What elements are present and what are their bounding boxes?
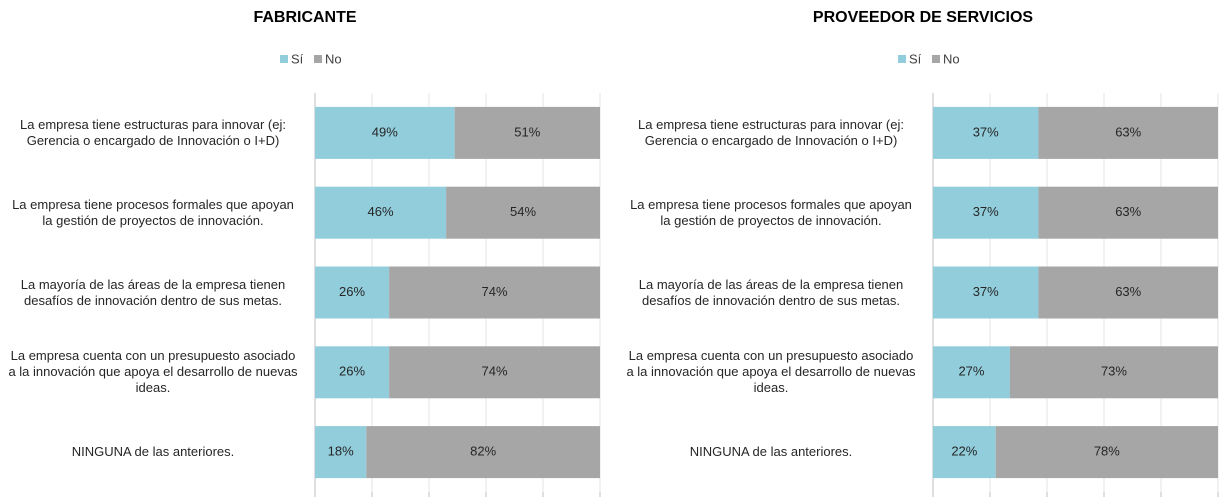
bar-segment [366,426,600,479]
chart-title: FABRICANTE [253,9,356,26]
category-label: La mayoría de las áreas de la empresa ti… [638,276,904,308]
bar-segment [446,186,600,239]
value-label: 63% [1115,284,1141,299]
value-label: 46% [368,204,394,219]
bar-segment [933,426,996,479]
value-label: 82% [470,444,496,459]
value-label: 63% [1115,124,1141,139]
bar-segment [389,266,600,319]
legend-swatch [898,55,906,63]
category-label: NINGUNA de las anteriores. [689,444,853,460]
value-label: 63% [1115,204,1141,219]
bar-segment [315,106,455,159]
value-label: 37% [973,204,999,219]
value-label: 27% [958,364,984,379]
bar-segment [315,266,390,319]
value-label: 54% [510,204,536,219]
category-label: La empresa tiene procesos formales que a… [630,196,912,228]
value-label: 37% [973,284,999,299]
bar-segment [389,346,600,399]
legend-label: No [325,51,342,66]
value-label: 26% [339,364,365,379]
legend-label: No [943,51,960,66]
category-label: La empresa cuenta con un presupuesto aso… [8,348,298,396]
category-label: NINGUNA de las anteriores. [71,444,235,460]
value-label: 37% [973,124,999,139]
bar-segment [995,426,1218,479]
bar-segment [315,426,367,479]
value-label: 74% [482,284,508,299]
legend-label: Sí [291,51,304,66]
bar-segment [933,106,1039,159]
bar-segment [1038,266,1218,319]
bar-segment [1038,186,1218,239]
category-label: La empresa cuenta con un presupuesto aso… [626,348,916,396]
value-label: 26% [339,284,365,299]
legend-swatch [314,55,322,63]
value-label: 51% [514,124,540,139]
bar-segment [315,186,447,239]
category-label: La empresa tiene procesos formales que a… [12,196,294,228]
value-label: 49% [372,124,398,139]
legend-swatch [280,55,288,63]
value-label: 18% [328,444,354,459]
category-label: La empresa tiene estructuras para innova… [638,116,904,148]
bar-segment [933,266,1039,319]
bar-segment [315,346,390,399]
chart-title: PROVEEDOR DE SERVICIOS [813,9,1034,26]
bar-segment [1038,106,1218,159]
value-label: 73% [1101,364,1127,379]
bar-segment [1009,346,1218,399]
category-label: La empresa tiene estructuras para innova… [20,116,286,148]
value-label: 78% [1094,444,1120,459]
legend-label: Sí [909,51,922,66]
value-label: 74% [482,364,508,379]
bar-segment [933,186,1039,239]
bar-segment [454,106,600,159]
bar-segment [933,346,1010,399]
value-label: 22% [951,444,977,459]
category-label: La mayoría de las áreas de la empresa ti… [20,276,286,308]
legend-swatch [932,55,940,63]
